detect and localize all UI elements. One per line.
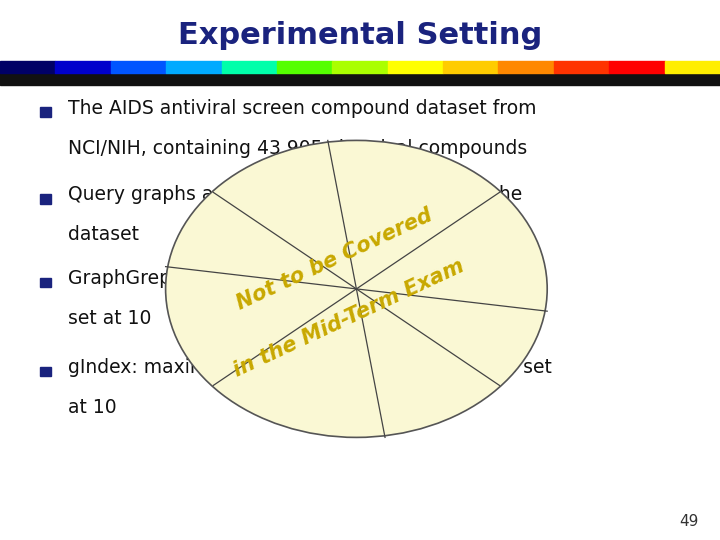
Bar — [0, 61, 55, 73]
Bar — [0, 72, 720, 85]
Bar — [443, 61, 498, 73]
Text: NCI/NIH, containing 43,905 chemical compounds: NCI/NIH, containing 43,905 chemical comp… — [68, 139, 528, 158]
Bar — [55, 61, 111, 73]
Bar — [40, 278, 51, 287]
Ellipse shape — [166, 140, 547, 437]
Bar — [111, 61, 166, 73]
Text: 49: 49 — [679, 514, 698, 529]
Text: gIndex: maxim                              f structures is set: gIndex: maxim f structures is set — [68, 357, 552, 377]
Bar — [277, 61, 333, 73]
Bar — [40, 107, 51, 117]
Bar — [554, 61, 609, 73]
Text: Experimental Setting: Experimental Setting — [178, 21, 542, 50]
Bar — [387, 61, 443, 73]
Text: GraphGrep                                    s) of paths is: GraphGrep s) of paths is — [68, 268, 508, 288]
Bar — [609, 61, 665, 73]
Text: The AIDS antiviral screen compound dataset from: The AIDS antiviral screen compound datas… — [68, 98, 537, 118]
Bar — [665, 61, 720, 73]
Text: Not to be Covered: Not to be Covered — [233, 205, 436, 314]
Bar — [222, 61, 277, 73]
Bar — [498, 61, 554, 73]
Text: set at 10: set at 10 — [68, 309, 152, 328]
Text: dataset: dataset — [68, 225, 140, 245]
Bar — [166, 61, 222, 73]
Text: at 10: at 10 — [68, 398, 117, 417]
Bar — [40, 367, 51, 376]
Bar — [40, 194, 51, 204]
Bar — [333, 61, 387, 73]
Text: Query graphs ar                           acted from the: Query graphs ar acted from the — [68, 185, 523, 204]
Text: in the Mid-Term Exam: in the Mid-Term Exam — [230, 256, 468, 381]
